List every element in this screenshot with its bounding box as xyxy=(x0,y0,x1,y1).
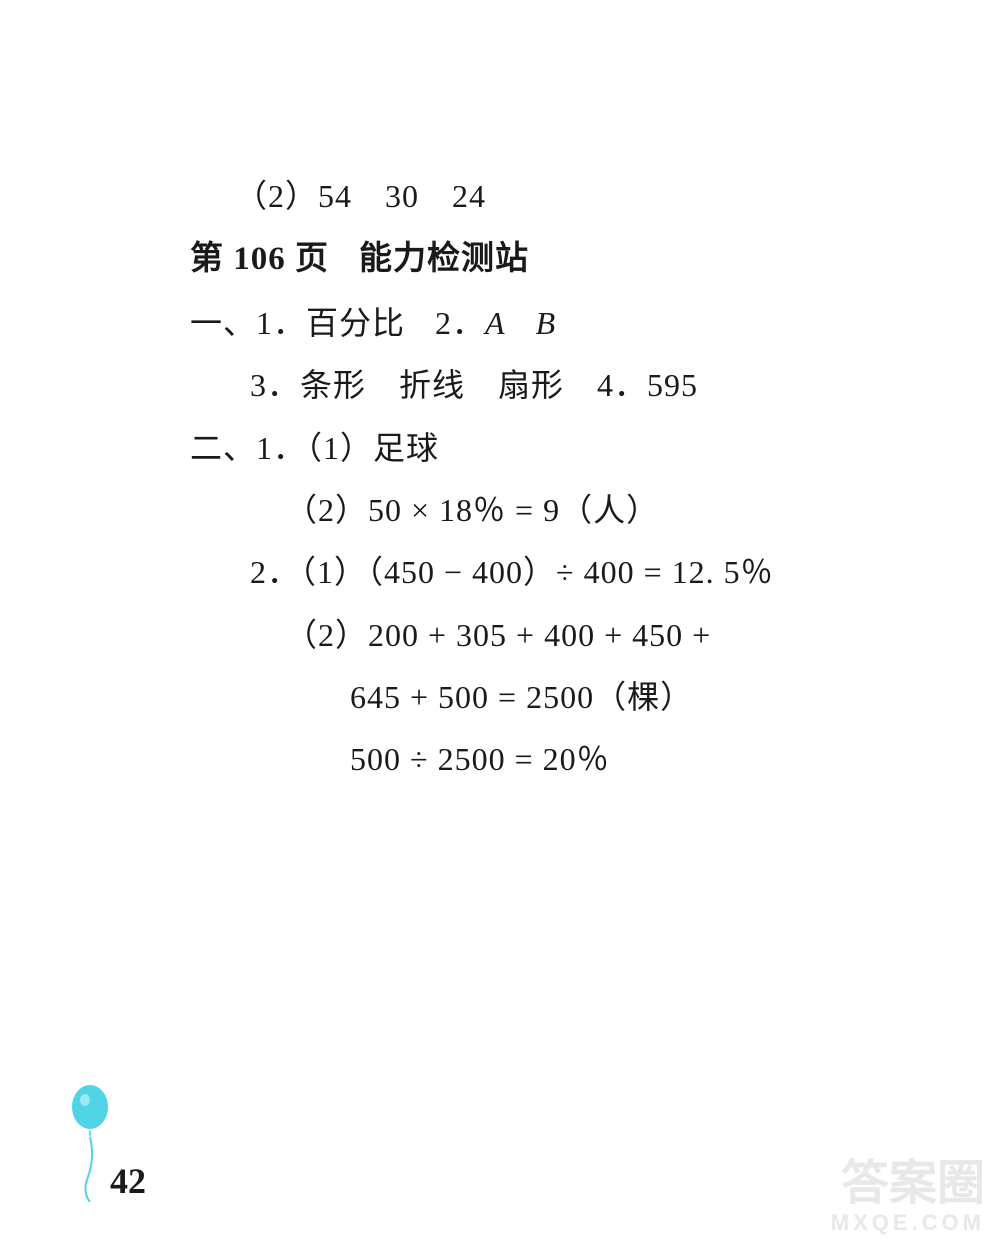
section-heading: 第 106 页能力检测站 xyxy=(190,227,940,291)
answer-line: （2）50 × 18％ = 9（人） xyxy=(190,479,940,541)
document-content: （2）54 30 24 第 106 页能力检测站 一、1．百分比2．AB 3．条… xyxy=(190,165,940,791)
answer-line: 2．（1）（450 − 400）÷ 400 = 12. 5％ xyxy=(190,541,940,603)
answer-line: （2）200 + 305 + 400 + 450 + xyxy=(190,604,940,666)
answer-line: 645 + 500 = 2500（棵） xyxy=(190,666,940,728)
watermark-main: 答案圈 xyxy=(841,1157,985,1210)
watermark: 答案圈 MXQE.COM xyxy=(831,1158,985,1235)
answer-line: 二、1．（1）足球 xyxy=(190,417,940,479)
section-title: 能力检测站 xyxy=(359,241,529,277)
page-number: 42 xyxy=(110,1160,146,1202)
answer-line: （2）54 30 24 xyxy=(190,165,940,227)
page-ref: 第 106 页 xyxy=(190,241,329,277)
answer-line: 3．条形 折线 扇形 4．595 xyxy=(190,354,940,416)
answer-line: 500 ÷ 2500 = 20％ xyxy=(190,728,940,790)
watermark-url: MXQE.COM xyxy=(831,1211,985,1235)
answer-line: 一、1．百分比2．AB xyxy=(190,292,940,354)
